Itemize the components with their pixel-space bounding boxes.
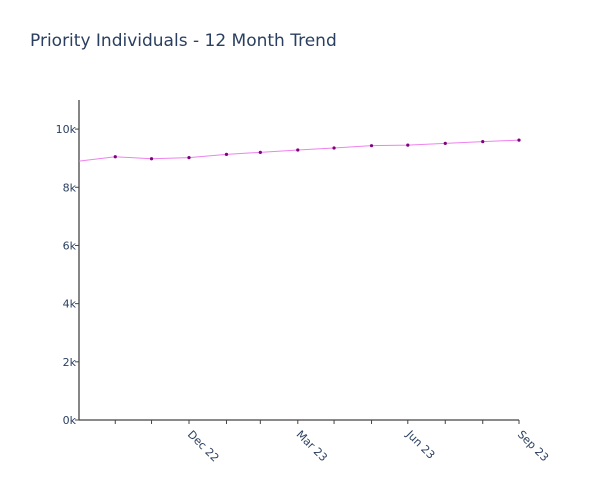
- y-tick-label: 4k: [63, 298, 77, 311]
- data-point[interactable]: [113, 155, 117, 159]
- x-tick-label: Dec 22: [185, 428, 222, 465]
- x-axis: Dec 22 Mar 23 Jun 23 Sep 23: [79, 419, 551, 465]
- y-tick-label: 2k: [63, 356, 77, 369]
- data-point[interactable]: [332, 146, 336, 150]
- y-tick-label: 0k: [63, 414, 77, 427]
- chart-title: Priority Individuals - 12 Month Trend: [30, 31, 337, 51]
- data-point[interactable]: [258, 150, 262, 154]
- data-point[interactable]: [296, 148, 300, 152]
- x-tick-label: Jun 23: [403, 427, 437, 461]
- data-point[interactable]: [517, 138, 521, 142]
- data-point[interactable]: [443, 141, 447, 145]
- x-tick-label: Sep 23: [515, 428, 551, 464]
- data-point[interactable]: [149, 157, 154, 161]
- data-point[interactable]: [406, 143, 410, 147]
- data-point[interactable]: [224, 152, 229, 156]
- y-tick-label: 6k: [63, 239, 77, 252]
- y-tick-label: 10k: [56, 123, 77, 136]
- data-point[interactable]: [187, 156, 191, 160]
- y-axis: 0k 2k 4k 6k 8k 10k: [56, 100, 80, 427]
- x-tick-label: Mar 23: [294, 428, 330, 464]
- data-point[interactable]: [369, 144, 374, 148]
- data-point[interactable]: [481, 140, 485, 144]
- plot-area: [78, 138, 521, 162]
- y-tick-label: 8k: [63, 181, 77, 194]
